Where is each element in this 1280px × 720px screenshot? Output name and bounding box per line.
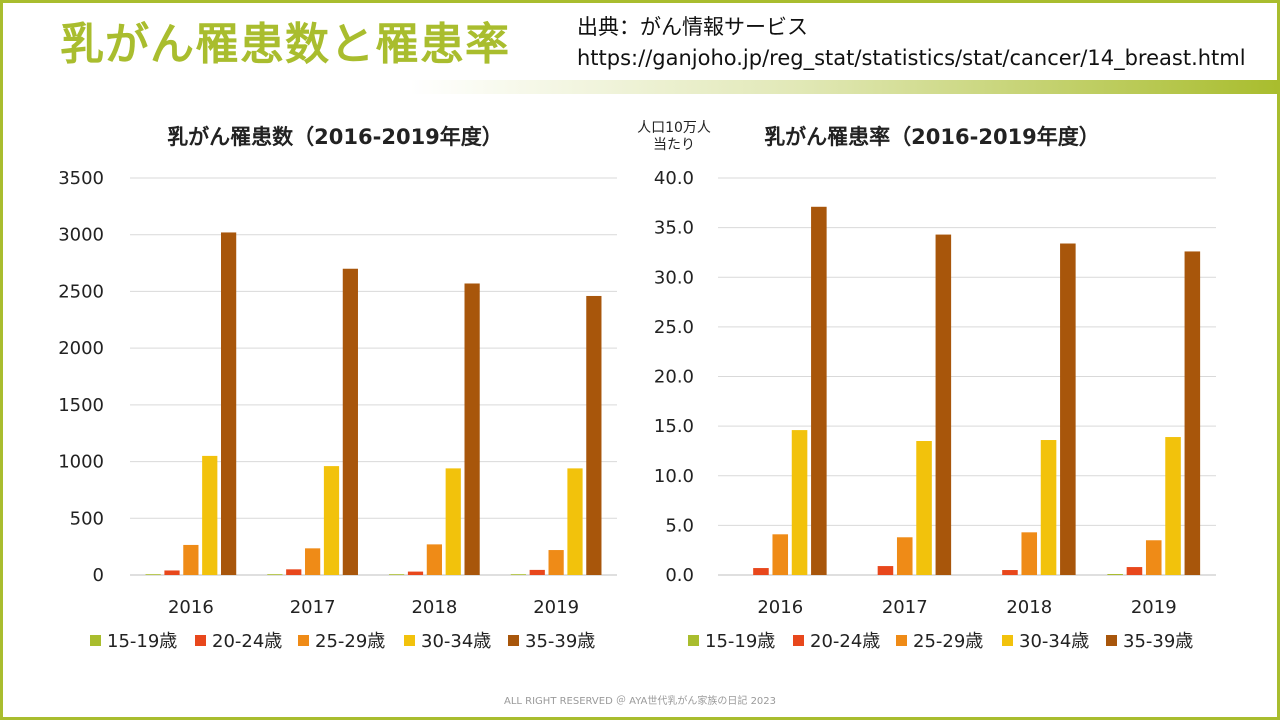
y-tick-label: 5.0 [665, 515, 694, 536]
bar-20-24歳-2018 [407, 571, 424, 575]
legend-swatch [404, 635, 415, 646]
bar-35-39歳-2017 [935, 234, 952, 575]
y-tick-label: 0 [93, 565, 104, 586]
y-tick-label: 15.0 [654, 416, 694, 437]
x-tick-label: 2018 [1006, 597, 1052, 618]
legend-item: 35-39歳 [525, 631, 595, 652]
bar-20-24歳-2018 [1002, 570, 1018, 575]
x-tick-label: 2016 [168, 597, 214, 618]
y-tick-label: 3000 [58, 225, 104, 246]
chart-title: 乳がん罹患数（2016-2019年度） [167, 125, 503, 149]
footer-copyright: ALL RIGHT RESERVED ＠ AYA世代乳がん家族の日記 2023 [503, 696, 777, 707]
bar-15-19歳-2018 [389, 574, 405, 575]
bar-25-29歳-2019 [1145, 540, 1162, 575]
source-url[interactable]: https://ganjoho.jp/reg_stat/statistics/s… [577, 46, 1246, 70]
bar-20-24歳-2019 [529, 569, 545, 575]
legend-item: 30-34歳 [1019, 631, 1089, 652]
source-citation: 出典：がん情報サービス https://ganjoho.jp/reg_stat/… [577, 12, 1246, 74]
bar-30-34歳-2018 [1040, 440, 1057, 575]
legend-item: 20-24歳 [810, 631, 880, 652]
legend-swatch [688, 635, 699, 646]
header-gradient-bar [410, 80, 1277, 94]
y-tick-label: 2500 [58, 281, 104, 302]
legend-swatch [195, 635, 206, 646]
bar-25-29歳-2016 [183, 544, 199, 575]
x-tick-label: 2016 [757, 597, 803, 618]
bar-20-24歳-2019 [1126, 567, 1143, 575]
bar-20-24歳-2016 [164, 570, 180, 575]
legend-item: 20-24歳 [212, 631, 282, 652]
y-tick-label: 20.0 [654, 367, 694, 388]
bar-35-39歳-2019 [1184, 251, 1201, 575]
bar-15-19歳-2019 [1107, 574, 1123, 575]
x-tick-label: 2019 [1131, 597, 1177, 618]
bar-35-39歳-2018 [464, 283, 480, 575]
bar-35-39歳-2016 [221, 232, 237, 575]
legend-swatch [793, 635, 804, 646]
legend-swatch [896, 635, 907, 646]
bar-30-34歳-2018 [445, 468, 461, 575]
x-tick-label: 2018 [411, 597, 457, 618]
x-tick-label: 2017 [290, 597, 336, 618]
bar-15-19歳-2017 [267, 574, 283, 575]
bar-20-24歳-2016 [753, 568, 769, 575]
bar-35-39歳-2017 [342, 268, 358, 575]
bar-25-29歳-2016 [772, 534, 789, 575]
bar-25-29歳-2018 [426, 544, 442, 575]
bar-15-19歳-2019 [510, 574, 526, 575]
bar-20-24歳-2017 [877, 566, 894, 575]
page-title: 乳がん罹患数と罹患率 [60, 19, 510, 70]
legend-swatch [90, 635, 101, 646]
y-tick-label: 10.0 [654, 466, 694, 487]
legend-item: 35-39歳 [1123, 631, 1193, 652]
bar-30-34歳-2019 [1165, 437, 1181, 575]
legend-item: 25-29歳 [913, 631, 983, 652]
y-tick-label: 2000 [58, 338, 104, 359]
legend-swatch [508, 635, 519, 646]
legend-item: 15-19歳 [705, 631, 775, 652]
chart-title: 乳がん罹患率（2016-2019年度） [764, 125, 1100, 149]
bar-30-34歳-2017 [916, 441, 932, 575]
bar-35-39歳-2018 [1060, 243, 1076, 575]
y-tick-label: 40.0 [654, 168, 694, 189]
bar-30-34歳-2017 [323, 466, 340, 575]
y-tick-label: 1000 [58, 452, 104, 473]
bar-30-34歳-2016 [791, 430, 808, 575]
source-label: 出典：がん情報サービス [577, 15, 808, 39]
y-tick-label: 500 [70, 508, 104, 529]
legend-item: 15-19歳 [107, 631, 177, 652]
legend-swatch [298, 635, 309, 646]
bar-25-29歳-2019 [548, 550, 564, 575]
bar-25-29歳-2018 [1021, 532, 1038, 575]
y-axis-unit-label: 当たり [653, 137, 695, 153]
y-tick-label: 30.0 [654, 267, 694, 288]
legend-item: 25-29歳 [315, 631, 385, 652]
bar-30-34歳-2016 [202, 455, 218, 575]
bar-25-29歳-2017 [896, 537, 913, 575]
y-tick-label: 35.0 [654, 218, 694, 239]
y-tick-label: 25.0 [654, 317, 694, 338]
legend-swatch [1002, 635, 1013, 646]
bar-35-39歳-2019 [586, 295, 602, 575]
bar-25-29歳-2017 [305, 548, 321, 575]
legend-item: 30-34歳 [421, 631, 491, 652]
y-tick-label: 0.0 [665, 565, 694, 586]
bar-30-34歳-2019 [567, 468, 583, 575]
x-tick-label: 2019 [533, 597, 579, 618]
legend-swatch [1106, 635, 1117, 646]
x-tick-label: 2017 [882, 597, 928, 618]
y-tick-label: 3500 [58, 168, 104, 189]
y-tick-label: 1500 [58, 395, 104, 416]
y-axis-unit-label: 人口10万人 [637, 120, 711, 136]
bar-20-24歳-2017 [286, 569, 302, 575]
bar-15-19歳-2016 [145, 574, 161, 575]
bar-35-39歳-2016 [811, 206, 827, 575]
